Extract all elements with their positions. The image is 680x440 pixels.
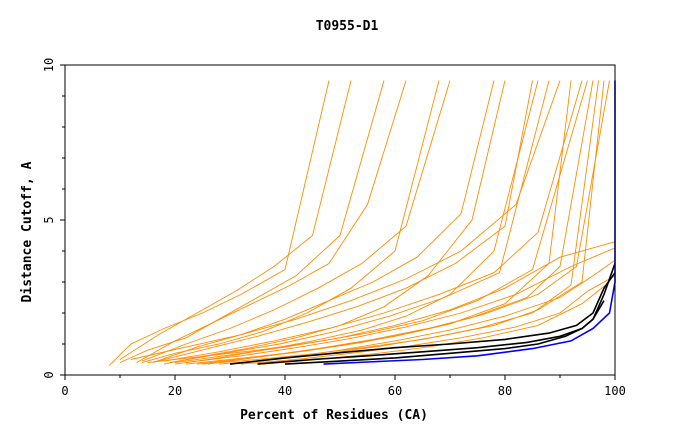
series-line-highlight-models-3 bbox=[284, 300, 605, 365]
series-line-other-models-21 bbox=[207, 80, 610, 365]
series-line-highlight-models-2 bbox=[257, 263, 616, 365]
series-line-other-models-13 bbox=[163, 80, 583, 362]
series-line-other-models-20 bbox=[119, 80, 352, 360]
series-group bbox=[108, 80, 616, 367]
x-tick-label: 20 bbox=[168, 384, 182, 398]
y-tick-label: 5 bbox=[42, 216, 56, 223]
series-line-other-models-16 bbox=[152, 80, 495, 364]
series-line-other-models-8 bbox=[174, 80, 539, 365]
series-line-other-models-11 bbox=[202, 80, 599, 365]
x-tick-label: 60 bbox=[388, 384, 402, 398]
series-line-other-models-25 bbox=[169, 80, 550, 364]
series-line-other-models-15 bbox=[136, 80, 407, 363]
series-line-other-models-10 bbox=[147, 80, 588, 364]
series-line-other-models-9 bbox=[185, 80, 572, 365]
x-tick-label: 100 bbox=[604, 384, 626, 398]
y-tick-label: 10 bbox=[42, 58, 56, 72]
x-axis: 0 20 40 60 80 100 bbox=[61, 375, 626, 398]
y-axis-label: Distance Cutoff, A bbox=[20, 161, 35, 302]
series-line-other-models-18 bbox=[174, 241, 616, 364]
series-line-other-models-27 bbox=[158, 80, 533, 362]
series-line-other-models-22 bbox=[240, 275, 616, 365]
chart-title: T0955-D1 bbox=[316, 19, 379, 34]
plot-frame bbox=[64, 64, 616, 376]
series-line-best-model-0 bbox=[323, 80, 616, 365]
x-axis-label: Percent of Residues (CA) bbox=[240, 408, 428, 423]
x-tick-label: 0 bbox=[61, 384, 68, 398]
series-line-other-models-4 bbox=[108, 80, 330, 367]
series-line-other-models-5 bbox=[119, 80, 385, 364]
series-line-other-models-12 bbox=[130, 80, 561, 360]
series-line-highlight-models-1 bbox=[229, 272, 616, 365]
series-line-other-models-19 bbox=[229, 259, 616, 365]
series-line-other-models-23 bbox=[141, 80, 451, 362]
x-tick-label: 80 bbox=[498, 384, 512, 398]
y-tick-label: 0 bbox=[42, 371, 56, 378]
x-tick-label: 40 bbox=[278, 384, 292, 398]
series-line-other-models-26 bbox=[185, 247, 616, 364]
y-axis: 0 5 10 bbox=[42, 58, 65, 379]
